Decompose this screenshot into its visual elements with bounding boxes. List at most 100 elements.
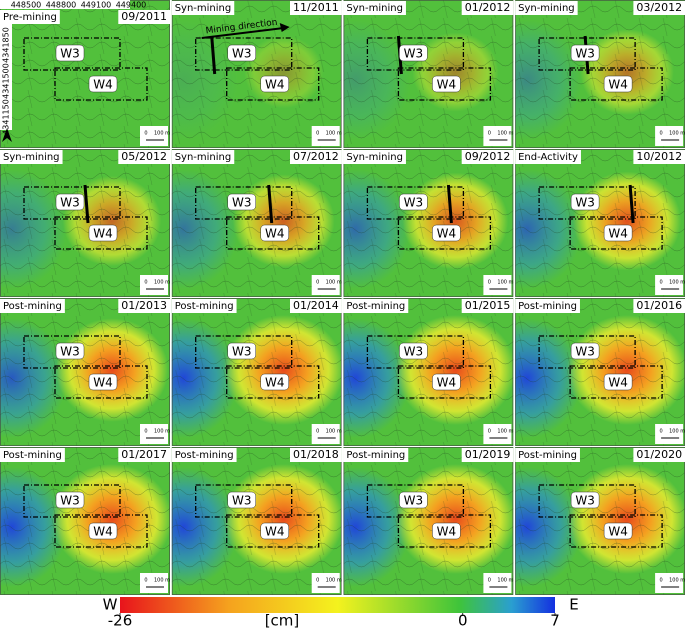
w4-outline [569, 67, 663, 101]
w3-outline [366, 186, 465, 220]
scale-bar-box [483, 275, 512, 295]
map-panel: W3 W4 0 100 m Post-mining 01/2017 [0, 447, 170, 595]
well-label-box [432, 224, 461, 242]
map-body: W3 W4 0 100 m Syn-mining 01/2012 [343, 0, 514, 148]
w3-outline [23, 186, 121, 220]
scale-bar-end: 100 m [669, 280, 685, 286]
y-coord-label: 4341150 [2, 99, 11, 135]
date-label-bg [633, 1, 685, 15]
contour-lines [515, 447, 685, 595]
phase-label: Syn-mining [346, 152, 403, 163]
contour-lines [0, 0, 170, 148]
panel-border [171, 447, 342, 595]
y-coord-label: 4341850 [2, 27, 11, 63]
scale-bar-end: 100 m [154, 280, 170, 286]
well-label-box [55, 342, 85, 360]
w3-outline [366, 37, 465, 71]
well-label: W3 [60, 345, 80, 359]
date-label: 01/2014 [293, 299, 339, 312]
date-label: 01/2019 [465, 448, 511, 461]
scale-bar-box [655, 126, 684, 146]
date-label: 01/2020 [636, 448, 682, 461]
map-panel: W3 W4 0 100 m Pre-mining 09/2011 448500 448800 4… [0, 0, 170, 148]
well-label: W3 [575, 47, 595, 61]
date-label-bg [461, 1, 514, 15]
map-panel: W3 W4 0 100 m Post-mining 01/2015 [343, 298, 514, 446]
date-label-bg [461, 150, 514, 164]
well-label: W3 [404, 47, 424, 61]
scale-bar-start: 0 [488, 429, 491, 435]
date-label: 03/2012 [636, 1, 682, 14]
w4-outline [569, 216, 663, 250]
map-body: W3 W4 0 100 m Pre-mining 09/2011 448500 448800 4… [0, 0, 170, 148]
colorbar-tick-label: 0 [458, 612, 468, 629]
phase-label: Post-mining [175, 301, 234, 312]
scale-bar-end: 100 m [326, 578, 342, 584]
well-label: W4 [93, 376, 113, 390]
w3-outline [195, 186, 293, 220]
w3-outline [23, 484, 121, 518]
contour-lines [515, 149, 685, 297]
w4-outline [397, 67, 492, 101]
well-label: W3 [232, 196, 252, 210]
phase-label: Syn-mining [518, 3, 575, 14]
scale-bar-box [140, 126, 168, 146]
scale-bar-box [483, 573, 512, 593]
phase-label-bg [515, 299, 580, 313]
scale-bar-start: 0 [488, 578, 491, 584]
panel-border [343, 0, 514, 148]
scale-bar-end: 100 m [154, 578, 170, 584]
well-label: W4 [265, 227, 285, 241]
well-label-box [432, 373, 461, 391]
date-label: 01/2013 [121, 299, 167, 312]
phase-label: Syn-mining [346, 3, 403, 14]
scale-bar-start: 0 [144, 131, 147, 137]
well-label-box [603, 373, 633, 391]
well-label-box [260, 522, 289, 540]
map-body: W3 W4 0 100 m Post-mining 01/2016 [515, 298, 685, 446]
w3-outline [195, 37, 293, 71]
scale-bar-start: 0 [316, 578, 319, 584]
w3-outline [538, 37, 636, 71]
date-label-bg [633, 150, 685, 164]
well-label-box [603, 224, 633, 242]
well-label-box [603, 522, 633, 540]
well-label-box [432, 75, 461, 93]
north-arrow [2, 128, 12, 142]
contour-lines [515, 0, 685, 148]
contour-lines [0, 149, 170, 297]
scale-bar-box [140, 275, 168, 295]
w3-outline [538, 335, 636, 369]
well-label-box [260, 373, 289, 391]
mining-front [210, 35, 217, 75]
scale-bar-box [311, 573, 340, 593]
phase-label: Post-mining [518, 450, 577, 461]
date-label: 11/2011 [293, 1, 339, 14]
well-label-box [570, 44, 600, 62]
colorbar-tick-label: 7 [550, 612, 560, 629]
date-label: 10/2012 [636, 150, 682, 163]
well-label-box [260, 224, 289, 242]
w3-outline [366, 335, 465, 369]
phase-label-bg [0, 150, 63, 164]
panel-border [0, 298, 170, 446]
well-label-box [227, 342, 256, 360]
date-label: 07/2012 [293, 150, 339, 163]
scale-bar-box [655, 424, 684, 444]
phase-label-bg [515, 150, 581, 164]
date-label: 01/2015 [465, 299, 511, 312]
contour-lines [0, 298, 170, 446]
well-label: W4 [608, 376, 628, 390]
well-label: W3 [232, 345, 252, 359]
scale-bar-box [311, 275, 340, 295]
date-label: 01/2012 [465, 1, 511, 14]
phase-label-bg [343, 299, 409, 313]
well-label: W3 [575, 345, 595, 359]
well-label: W4 [93, 78, 113, 92]
phase-label-bg [171, 150, 235, 164]
w4-outline [397, 365, 492, 399]
scale-bar-end: 100 m [497, 429, 513, 435]
phase-label-bg [515, 1, 578, 15]
contour-lines [343, 149, 514, 297]
w3-outline [195, 335, 293, 369]
